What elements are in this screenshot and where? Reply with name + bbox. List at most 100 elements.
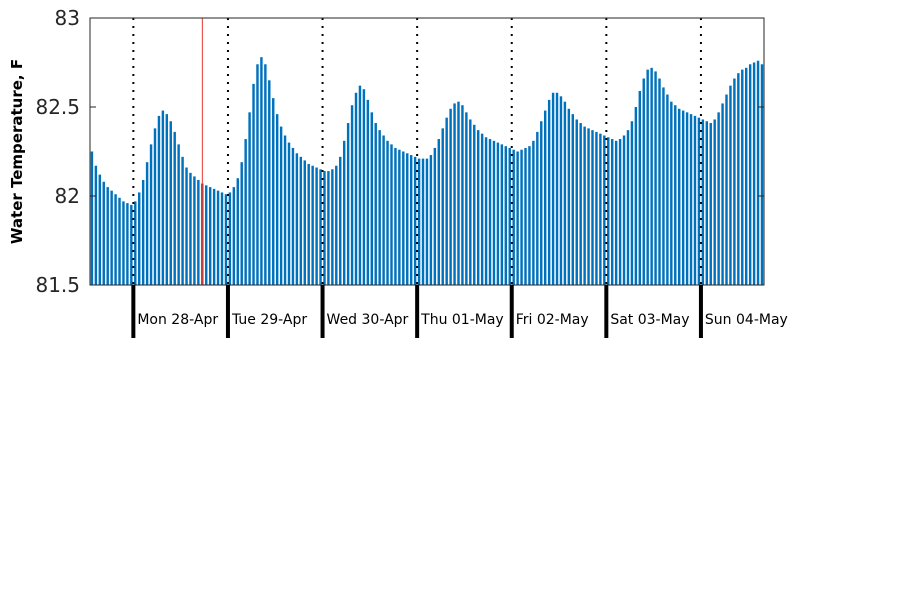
bar: [650, 67, 653, 285]
bar: [145, 162, 149, 285]
day-axis: Mon 28-Apr Tue 29-Apr Wed 30-Apr Thu 01-May…: [131, 285, 788, 338]
bar: [425, 158, 429, 285]
bar: [390, 144, 393, 285]
bar: [102, 181, 105, 285]
bar: [678, 108, 681, 285]
bar: [473, 124, 476, 285]
bar: [110, 190, 113, 285]
bar: [476, 130, 480, 285]
bar: [536, 131, 539, 285]
bar: [555, 92, 559, 285]
bar: [315, 167, 318, 285]
bar: [177, 144, 180, 285]
day-label: Sat 03-May: [610, 312, 689, 328]
bar: [205, 185, 208, 285]
bar: [721, 103, 724, 285]
bar: [488, 139, 492, 285]
bar: [610, 139, 614, 285]
bar: [374, 123, 377, 286]
bar: [543, 110, 547, 285]
bar: [603, 135, 606, 285]
bar: [268, 80, 271, 285]
bar: [354, 92, 358, 285]
bar: [626, 130, 630, 285]
bar: [118, 197, 121, 285]
day-label: Wed 30-Apr: [327, 312, 409, 328]
bar: [303, 160, 306, 285]
bar: [496, 142, 500, 285]
bar: [114, 194, 117, 285]
bar: [256, 64, 259, 285]
bar: [240, 162, 243, 285]
bar: [319, 169, 322, 285]
bar: [197, 179, 200, 285]
bar: [614, 140, 618, 285]
bar: [402, 151, 405, 285]
day-label: Mon 28-Apr: [137, 312, 218, 328]
bar: [737, 73, 740, 286]
bar: [725, 94, 728, 285]
bar: [638, 90, 642, 285]
bar: [524, 147, 527, 285]
bar: [709, 123, 712, 286]
day-label: Tue 29-Apr: [231, 312, 307, 328]
bar: [618, 139, 622, 285]
bar: [398, 149, 401, 285]
bar: [713, 119, 716, 286]
bar: [441, 128, 444, 285]
bar: [642, 78, 645, 286]
bar: [674, 105, 677, 285]
bar: [181, 156, 184, 285]
bar: [208, 187, 212, 285]
bar: [413, 156, 417, 285]
bar: [335, 165, 338, 285]
bar: [579, 123, 582, 286]
bar: [666, 94, 669, 285]
plot-frame: [89, 17, 765, 286]
bar: [386, 140, 389, 285]
bar: [193, 176, 196, 285]
bar: [634, 107, 638, 285]
bar: [528, 146, 531, 285]
bar: [252, 83, 255, 285]
bar: [492, 140, 496, 285]
bar: [520, 149, 523, 285]
bar: [98, 174, 102, 285]
bar: [752, 62, 756, 285]
bar: [559, 96, 563, 285]
bar: [461, 105, 464, 285]
bar: [134, 201, 137, 285]
bar: [421, 158, 425, 285]
bar: [508, 147, 511, 285]
bar: [350, 105, 354, 285]
y-tick-label: 82: [55, 184, 80, 208]
bar: [745, 67, 748, 285]
bar: [149, 144, 153, 285]
bar: [540, 121, 543, 286]
bar: [275, 114, 279, 286]
bar: [331, 169, 334, 285]
y-axis-label: Water Temperature, F: [8, 59, 26, 244]
bar: [216, 190, 220, 285]
bar: [567, 108, 571, 285]
bar: [106, 187, 109, 285]
bar: [685, 112, 689, 285]
bar: [630, 121, 634, 286]
bar: [733, 78, 736, 286]
bar: [571, 114, 575, 286]
bar: [224, 194, 228, 285]
bar: [346, 123, 350, 286]
bar: [547, 99, 551, 285]
bar: [232, 187, 236, 285]
bar: [394, 147, 397, 285]
bar: [287, 142, 291, 285]
day-label: Fri 02-May: [516, 312, 589, 328]
bar: [599, 133, 602, 285]
bar: [587, 128, 590, 285]
bar: [748, 64, 752, 285]
bar: [138, 192, 141, 285]
bar: [130, 204, 133, 285]
bars-group: [90, 57, 764, 286]
bar: [760, 64, 764, 285]
